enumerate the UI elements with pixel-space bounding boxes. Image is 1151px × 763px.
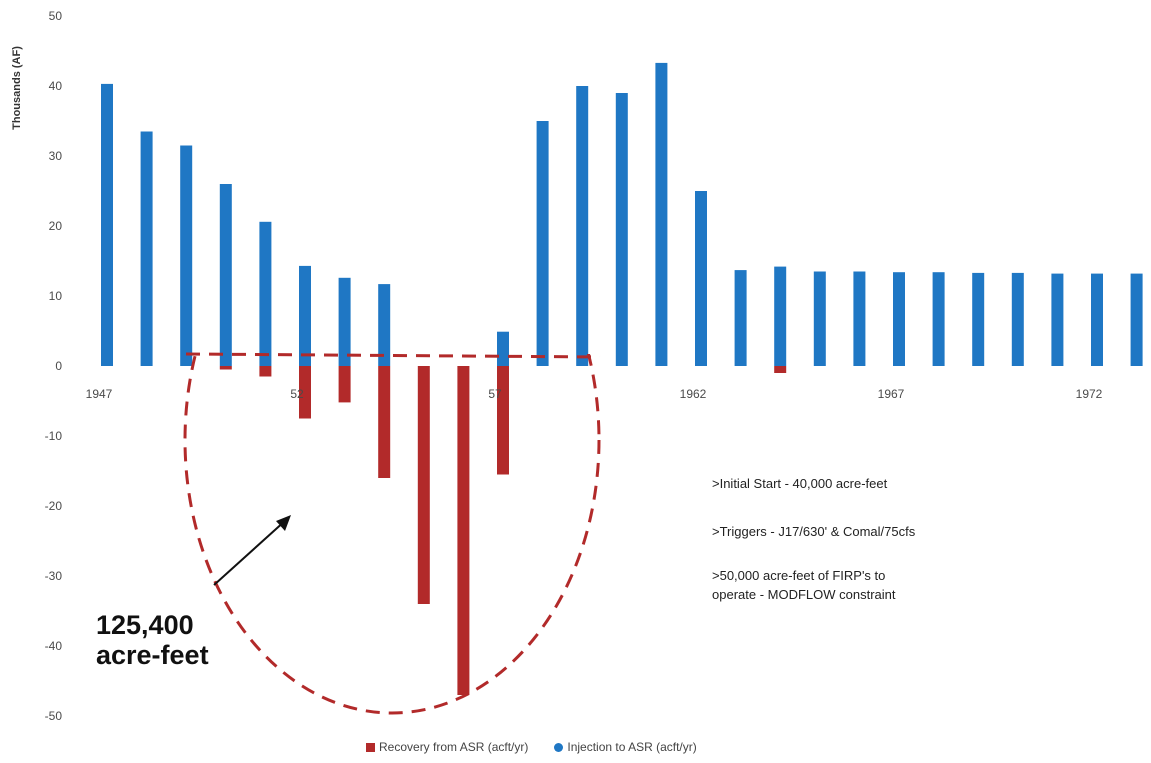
total-recovery-value: 125,400 — [96, 610, 194, 640]
x-tick-label: 57 — [488, 387, 502, 401]
x-tick-label: 1962 — [680, 387, 707, 401]
x-tick-label: 1972 — [1076, 387, 1103, 401]
bars-group — [101, 62, 1143, 695]
x-tick-label: 1967 — [878, 387, 905, 401]
y-tick-label: -50 — [45, 709, 63, 723]
note-triggers: >Triggers - J17/630' & Comal/75cfs — [712, 524, 916, 539]
y-axis-label: Thousands (AF) — [11, 46, 23, 130]
recovery-bar — [299, 366, 311, 419]
note-firp: >50,000 acre-feet of FIRP's to operate -… — [712, 566, 896, 604]
legend-item-injection: Injection to ASR (acft/yr) — [554, 740, 697, 754]
injection-bar — [1051, 273, 1064, 366]
injection-bar — [338, 277, 351, 366]
injection-bar — [536, 121, 549, 366]
injection-bar — [813, 271, 826, 366]
injection-bar — [101, 83, 113, 367]
legend-item-recovery: Recovery from ASR (acft/yr) — [366, 740, 528, 754]
total-recovery-unit: acre-feet — [96, 640, 209, 670]
total-recovery-label: 125,400 acre-feet — [96, 610, 209, 670]
injection-bar — [1091, 273, 1103, 366]
recovery-bar — [497, 366, 509, 475]
y-tick-label: -30 — [45, 569, 63, 583]
injection-bar — [576, 86, 589, 366]
annotation-overlay — [183, 352, 601, 715]
y-tick-label: 20 — [49, 219, 63, 233]
injection-bar — [1130, 273, 1143, 366]
y-tick-label: -10 — [45, 429, 63, 443]
recovery-bar — [338, 366, 351, 403]
recovery-bar — [774, 366, 787, 373]
legend-swatch-injection — [554, 742, 564, 752]
chart-legend: Recovery from ASR (acft/yr) Injection to… — [366, 740, 697, 754]
x-tick-label: 52 — [290, 387, 304, 401]
injection-bar — [497, 331, 509, 366]
injection-bar — [180, 145, 193, 366]
y-tick-label: 40 — [49, 79, 63, 93]
y-tick-label: -20 — [45, 499, 63, 513]
injection-bar — [853, 271, 866, 366]
injection-bar — [378, 284, 391, 366]
x-tick-label: 1947 — [86, 387, 113, 401]
note-firp-line2: operate - MODFLOW constraint — [712, 587, 896, 602]
injection-bar — [972, 272, 985, 366]
recovery-bar — [219, 366, 232, 370]
y-tick-label: 0 — [55, 359, 62, 373]
injection-bar — [774, 266, 787, 366]
y-tick-label: -40 — [45, 639, 63, 653]
legend-label-recovery: Recovery from ASR (acft/yr) — [379, 740, 529, 754]
injection-bar — [615, 93, 628, 366]
note-firp-line1: >50,000 acre-feet of FIRP's to — [712, 568, 886, 583]
injection-bar — [893, 272, 905, 366]
injection-bar — [1011, 272, 1024, 366]
injection-bar — [219, 184, 232, 366]
recovery-bar — [259, 366, 272, 377]
injection-bar — [932, 272, 945, 366]
injection-bar — [655, 62, 668, 367]
x-axis-ticks: 1947 52 57 1962 1967 1972 — [86, 387, 1103, 401]
legend-label-injection: Injection to ASR (acft/yr) — [567, 740, 697, 754]
dashed-baseline — [185, 352, 601, 359]
injection-bar — [140, 131, 153, 366]
y-tick-label: 10 — [49, 289, 63, 303]
note-initial-start: >Initial Start - 40,000 acre-feet — [712, 476, 888, 491]
recovery-bar — [378, 366, 391, 478]
injection-bar — [299, 265, 311, 366]
recovery-bar — [417, 366, 430, 604]
injection-bar — [695, 191, 707, 366]
y-tick-label: 30 — [49, 149, 63, 163]
annotation-arrow-line — [213, 519, 287, 586]
y-axis-ticks: 50 40 30 20 10 0 -10 -20 -30 -40 -50 — [45, 9, 63, 723]
injection-bar — [734, 270, 747, 366]
y-tick-label: 50 — [49, 9, 63, 23]
recovery-dashed-ellipse — [183, 354, 601, 715]
legend-swatch-recovery — [366, 742, 375, 752]
injection-bar — [259, 221, 272, 366]
recovery-bar — [457, 366, 470, 695]
annotation-arrow-head — [276, 515, 291, 531]
